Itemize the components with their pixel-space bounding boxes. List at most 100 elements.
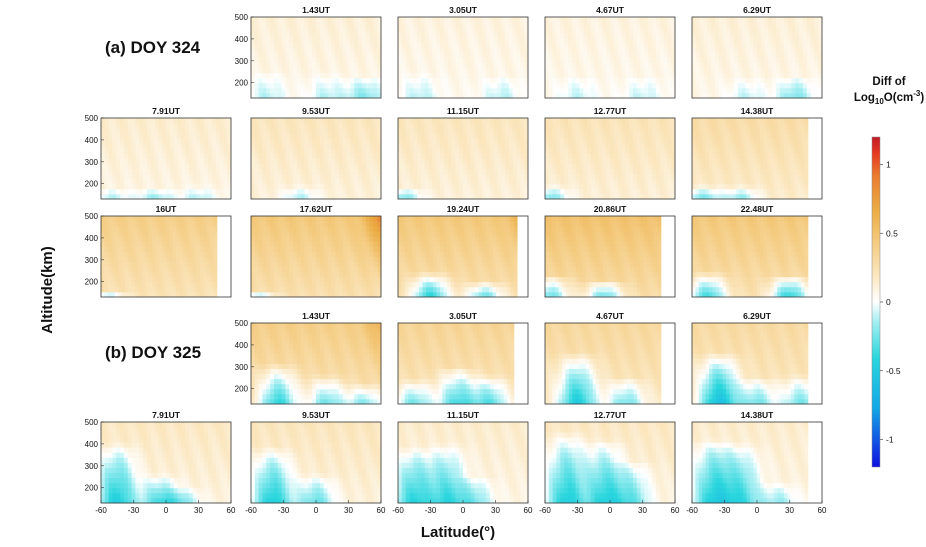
heatmap-cell bbox=[652, 32, 657, 38]
heatmap-cell bbox=[749, 188, 754, 195]
heatmap-cell bbox=[705, 118, 710, 124]
heatmap-cell bbox=[552, 143, 557, 149]
heatmap-cell bbox=[251, 32, 256, 38]
heatmap-cell bbox=[373, 163, 378, 170]
panel-title: 9.53UT bbox=[302, 106, 331, 116]
heatmap-cell bbox=[698, 153, 703, 159]
heatmap-cell bbox=[489, 62, 494, 69]
heatmap-cell bbox=[482, 47, 487, 53]
heatmap-cell bbox=[776, 87, 781, 94]
heatmap-cell bbox=[101, 266, 105, 273]
heatmap-cell bbox=[787, 72, 792, 79]
heatmap-cell bbox=[350, 72, 355, 79]
heatmap-cell bbox=[188, 128, 194, 134]
heatmap-cell bbox=[455, 82, 460, 89]
heatmap-cell bbox=[779, 37, 785, 43]
heatmap-cell bbox=[602, 62, 607, 69]
heatmap-cell bbox=[304, 158, 309, 164]
heatmap-cell bbox=[594, 37, 599, 43]
heatmap-cell bbox=[753, 87, 758, 94]
heatmap-cell bbox=[590, 42, 596, 48]
heatmap-cell bbox=[398, 148, 403, 154]
heatmap-cell bbox=[463, 67, 468, 74]
heatmap-cell bbox=[524, 92, 529, 99]
heatmap-cell bbox=[556, 87, 561, 94]
heatmap-cell bbox=[739, 133, 744, 139]
heatmap-cell bbox=[181, 128, 186, 134]
heatmap-cell bbox=[112, 183, 117, 190]
heatmap-cell bbox=[606, 163, 611, 170]
heatmap-cell bbox=[169, 163, 175, 170]
heatmap-cell bbox=[455, 163, 460, 170]
heatmap-cell bbox=[447, 52, 452, 58]
heatmap-cell bbox=[791, 57, 796, 63]
heatmap-cell bbox=[556, 153, 561, 159]
heatmap-cell bbox=[154, 133, 159, 139]
heatmap-cell bbox=[552, 27, 557, 33]
heatmap-cell bbox=[312, 128, 317, 134]
heatmap-cell bbox=[545, 92, 550, 99]
heatmap-cell bbox=[598, 188, 603, 195]
heatmap-cell bbox=[459, 17, 464, 23]
heatmap-cell bbox=[613, 143, 619, 149]
heatmap-cell bbox=[606, 118, 611, 124]
heatmap-cell bbox=[756, 148, 761, 154]
heatmap-cell bbox=[346, 82, 351, 89]
heatmap-cell bbox=[200, 138, 205, 144]
heatmap-cell bbox=[135, 123, 140, 129]
heatmap-cell bbox=[331, 163, 336, 170]
heatmap-cell bbox=[273, 57, 279, 63]
heatmap-cell bbox=[753, 47, 758, 53]
heatmap-cell bbox=[319, 62, 325, 69]
heatmap-cell bbox=[801, 138, 805, 144]
heatmap-cell bbox=[520, 57, 525, 63]
heatmap-cell bbox=[726, 148, 730, 154]
heatmap-cell bbox=[116, 163, 121, 170]
heatmap-cell bbox=[424, 118, 429, 124]
heatmap-cell bbox=[293, 32, 298, 38]
heatmap-cell bbox=[801, 163, 805, 170]
heatmap-cell bbox=[621, 77, 626, 84]
heatmap-cell bbox=[474, 188, 479, 195]
heatmap-cell bbox=[405, 118, 410, 124]
heatmap-cell bbox=[715, 178, 720, 185]
heatmap-cell bbox=[560, 57, 565, 63]
heatmap-cell bbox=[516, 92, 521, 99]
heatmap-cell bbox=[508, 57, 514, 63]
heatmap-cell bbox=[107, 291, 112, 298]
heatmap-cell bbox=[104, 221, 109, 227]
heatmap-cell bbox=[459, 27, 464, 33]
heatmap-cell bbox=[818, 47, 823, 53]
heatmap-cell bbox=[640, 67, 645, 74]
heatmap-cell bbox=[655, 133, 661, 139]
heatmap-cell bbox=[794, 168, 799, 175]
heatmap-cell bbox=[493, 183, 498, 190]
heatmap-cell bbox=[632, 27, 638, 33]
heatmap-cell bbox=[440, 82, 445, 89]
heatmap-cell bbox=[350, 128, 355, 134]
heatmap-cell bbox=[802, 62, 808, 69]
heatmap-cell bbox=[331, 158, 336, 164]
heatmap-cell bbox=[501, 193, 506, 200]
heatmap-cell bbox=[162, 183, 167, 190]
heatmap-cell bbox=[524, 123, 529, 129]
heatmap-cell bbox=[695, 57, 701, 63]
heatmap-cell bbox=[455, 22, 460, 28]
heatmap-cell bbox=[776, 17, 781, 23]
heatmap-cell bbox=[296, 123, 302, 129]
heatmap-cell bbox=[361, 77, 367, 84]
heatmap-cell bbox=[791, 32, 796, 38]
heatmap-cell bbox=[300, 37, 305, 43]
heatmap-cell bbox=[780, 118, 785, 124]
heatmap-cell bbox=[772, 82, 777, 89]
heatmap-cell bbox=[767, 183, 771, 190]
heatmap-cell bbox=[663, 37, 668, 43]
heatmap-cell bbox=[436, 27, 441, 33]
heatmap-cell bbox=[432, 27, 437, 33]
heatmap-cell bbox=[579, 133, 584, 139]
heatmap-cell bbox=[520, 143, 525, 149]
heatmap-cell bbox=[663, 143, 668, 149]
heatmap-cell bbox=[799, 67, 804, 74]
heatmap-cell bbox=[358, 133, 363, 139]
heatmap-cell bbox=[258, 173, 263, 180]
